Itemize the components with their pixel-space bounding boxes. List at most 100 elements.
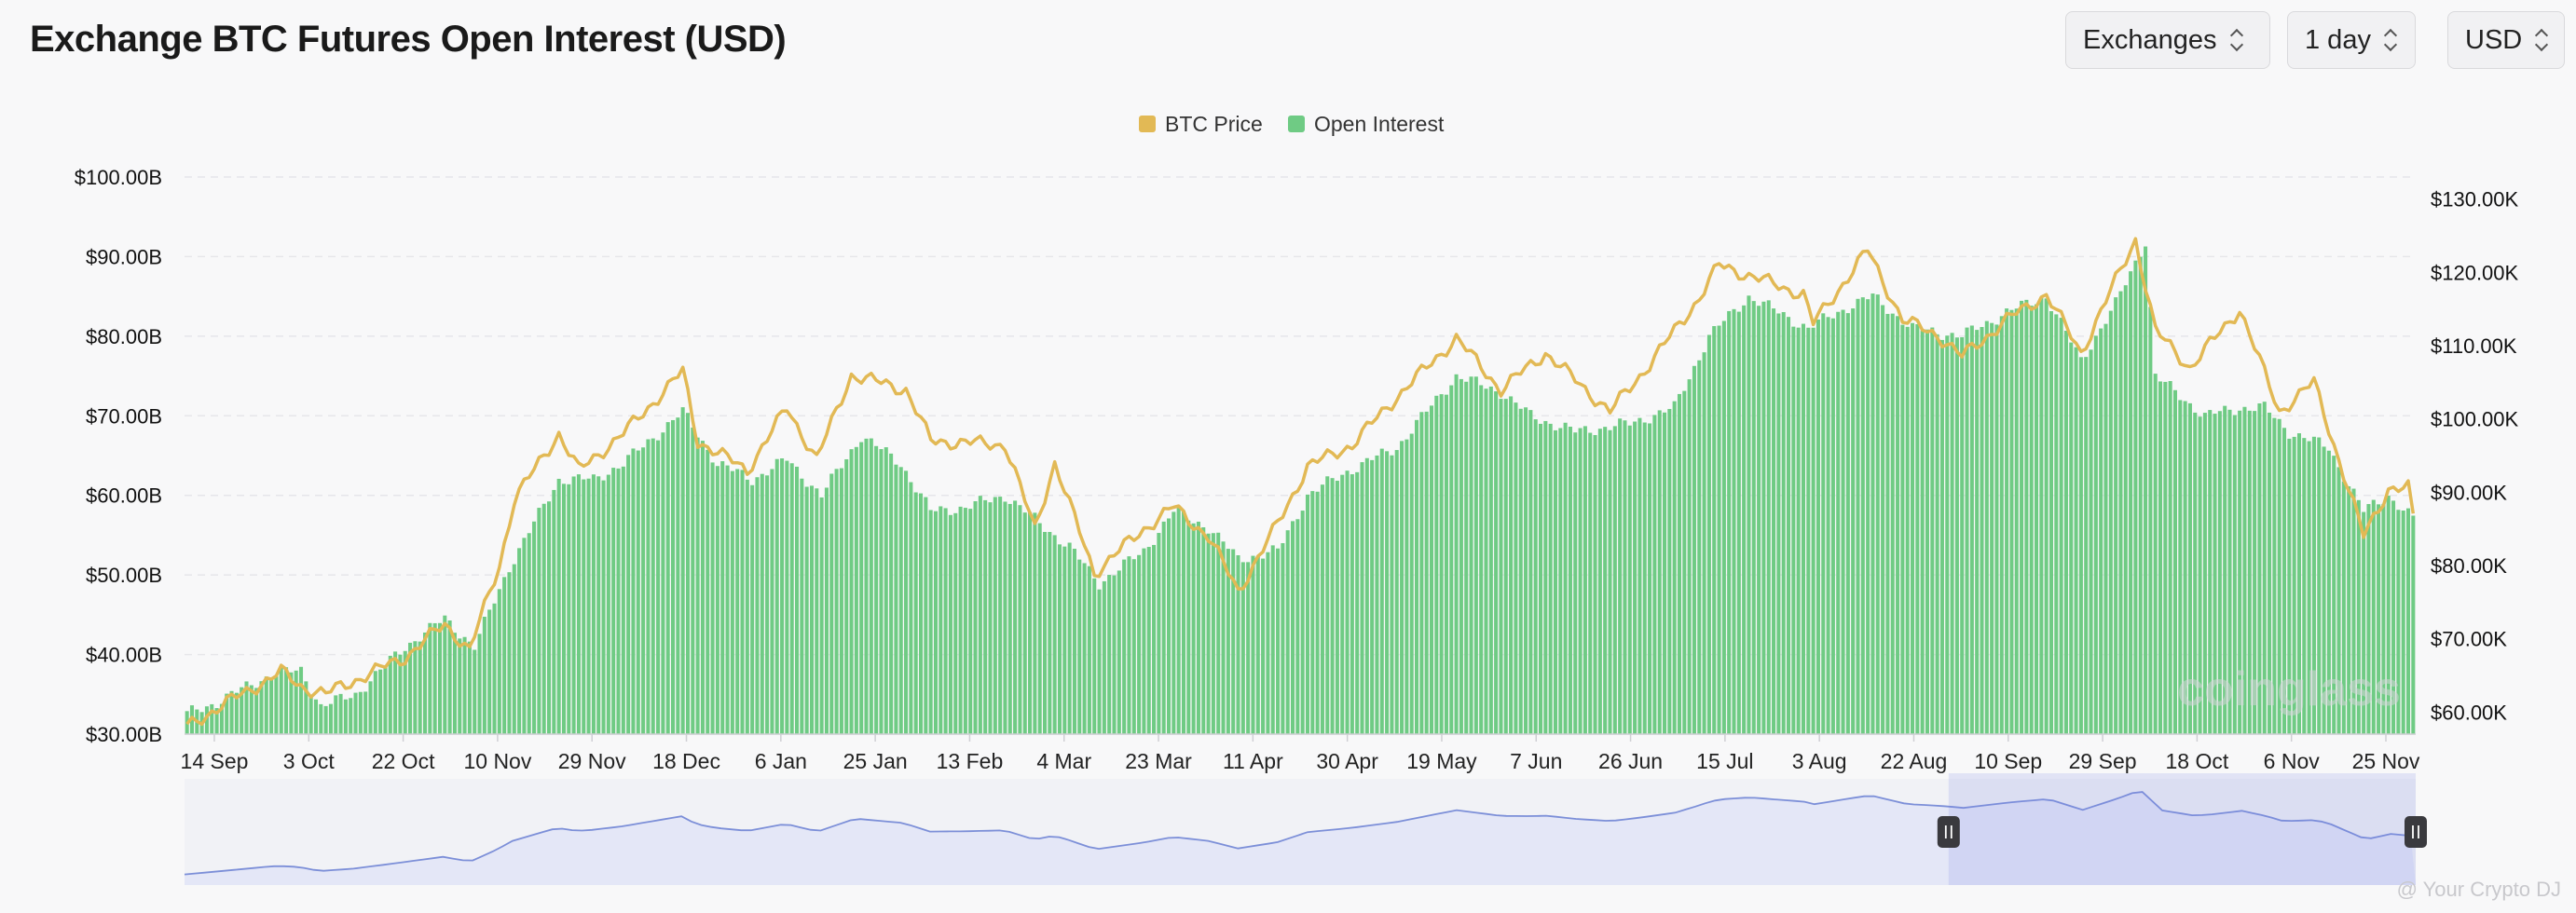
oi-bar <box>2078 357 2083 734</box>
oi-bar <box>621 466 625 734</box>
exchanges-select[interactable]: Exchanges <box>2065 11 2270 69</box>
oi-bar <box>1870 293 1875 734</box>
currency-select-label: USD <box>2465 24 2523 55</box>
oi-bar <box>2014 308 2019 734</box>
x-tick-label: 7 Jun <box>1510 749 1562 773</box>
oi-bar <box>462 636 467 734</box>
oi-bar <box>968 509 973 734</box>
handle-grip[interactable] <box>2405 816 2427 848</box>
oi-bar <box>1057 544 1062 734</box>
oi-bar <box>383 665 388 734</box>
oi-bar <box>646 439 651 734</box>
open-interest-bars <box>185 246 2416 734</box>
oi-bar <box>1473 376 1478 734</box>
oi-bar <box>2020 300 2024 734</box>
oi-bar <box>874 445 879 734</box>
oi-bar <box>1682 390 1687 734</box>
oi-bar <box>1325 476 1330 734</box>
oi-bar <box>795 466 800 734</box>
oi-bar <box>482 617 486 734</box>
oi-bar <box>1811 327 1816 734</box>
oi-bar <box>497 589 501 734</box>
oi-bar <box>869 438 873 734</box>
oi-bar <box>2158 381 2163 734</box>
oi-bar <box>437 622 442 734</box>
oi-bar <box>1648 423 1652 734</box>
oi-bar <box>2262 402 2267 734</box>
oi-bar <box>1875 294 1880 734</box>
oi-bar <box>408 642 413 734</box>
oi-bar <box>904 470 909 734</box>
oi-bar <box>2069 342 2074 734</box>
oi-bar <box>1697 360 1702 734</box>
oi-bar <box>616 468 621 734</box>
oi-bar <box>1776 313 1781 734</box>
oi-bar <box>244 681 249 734</box>
oi-bar <box>1251 555 1255 734</box>
oi-bar <box>323 705 328 734</box>
oi-bar <box>834 469 839 734</box>
y-left-tick-label: $70.00B <box>86 404 162 428</box>
navigator-handle[interactable] <box>1937 816 1960 848</box>
oi-bar <box>2198 416 2202 734</box>
oi-bar <box>780 458 785 734</box>
currency-select[interactable]: USD <box>2447 11 2565 69</box>
oi-bar <box>730 470 734 734</box>
oi-bar <box>760 473 764 734</box>
navigator-handle[interactable] <box>2405 816 2427 848</box>
oi-bar <box>1137 554 1142 734</box>
x-tick-label: 10 Nov <box>463 749 531 773</box>
oi-bar <box>1742 305 1747 734</box>
oi-bar <box>1350 474 1354 734</box>
y-right-tick-label: $90.00K <box>2431 481 2507 504</box>
oi-bar <box>1960 337 1965 734</box>
oi-bar <box>2213 414 2217 734</box>
oi-bar <box>1826 317 1830 734</box>
oi-bar <box>2059 318 2063 734</box>
interval-select[interactable]: 1 day <box>2287 11 2416 69</box>
x-tick-label: 6 Jan <box>755 749 807 773</box>
oi-bar <box>2336 467 2341 734</box>
oi-bar <box>1657 410 1662 734</box>
oi-bar <box>1787 317 1791 734</box>
oi-bar <box>1930 327 1935 734</box>
x-tick-label: 22 Aug <box>1881 749 1948 773</box>
oi-bar <box>343 699 348 734</box>
oi-bar <box>1528 410 1533 734</box>
oi-bar <box>2341 481 2346 734</box>
oi-bar <box>928 510 933 734</box>
oi-bar <box>319 703 323 734</box>
oi-bar <box>1548 423 1553 734</box>
oi-bar <box>1736 311 1741 734</box>
oi-bar <box>512 564 516 734</box>
credit-text: @ Your Crypto DJ <box>2397 878 2561 901</box>
oi-bar <box>1603 427 1608 734</box>
oi-bar <box>676 417 680 734</box>
oi-bar <box>2024 299 2029 734</box>
oi-bar <box>2322 446 2326 734</box>
x-tick-label: 14 Sep <box>181 749 249 773</box>
oi-bar <box>829 473 834 734</box>
oi-bar <box>2277 418 2281 734</box>
oi-bar <box>393 651 398 734</box>
y-axis-right: $60.00K $70.00K $80.00K $90.00K $100.00K $110… <box>2431 188 2519 725</box>
oi-bar <box>1672 401 1677 734</box>
oi-bar <box>919 493 924 734</box>
oi-bar <box>1161 521 1166 734</box>
oi-bar <box>948 514 952 734</box>
oi-bar <box>1146 547 1151 734</box>
oi-bar <box>403 650 407 734</box>
oi-bar <box>2238 410 2242 734</box>
oi-bar <box>1568 426 1572 734</box>
legend-item-label[interactable]: BTC Price <box>1165 112 1263 136</box>
oi-bar <box>656 440 661 734</box>
exchanges-select-label: Exchanges <box>2083 24 2217 55</box>
handle-grip[interactable] <box>1937 816 1960 848</box>
oi-bar <box>2377 504 2381 734</box>
oi-bar <box>274 676 279 734</box>
oi-bar <box>443 615 447 734</box>
oi-bar <box>1102 580 1106 734</box>
legend-item-label[interactable]: Open Interest <box>1314 112 1445 136</box>
navigator-selection[interactable] <box>1948 773 2416 885</box>
